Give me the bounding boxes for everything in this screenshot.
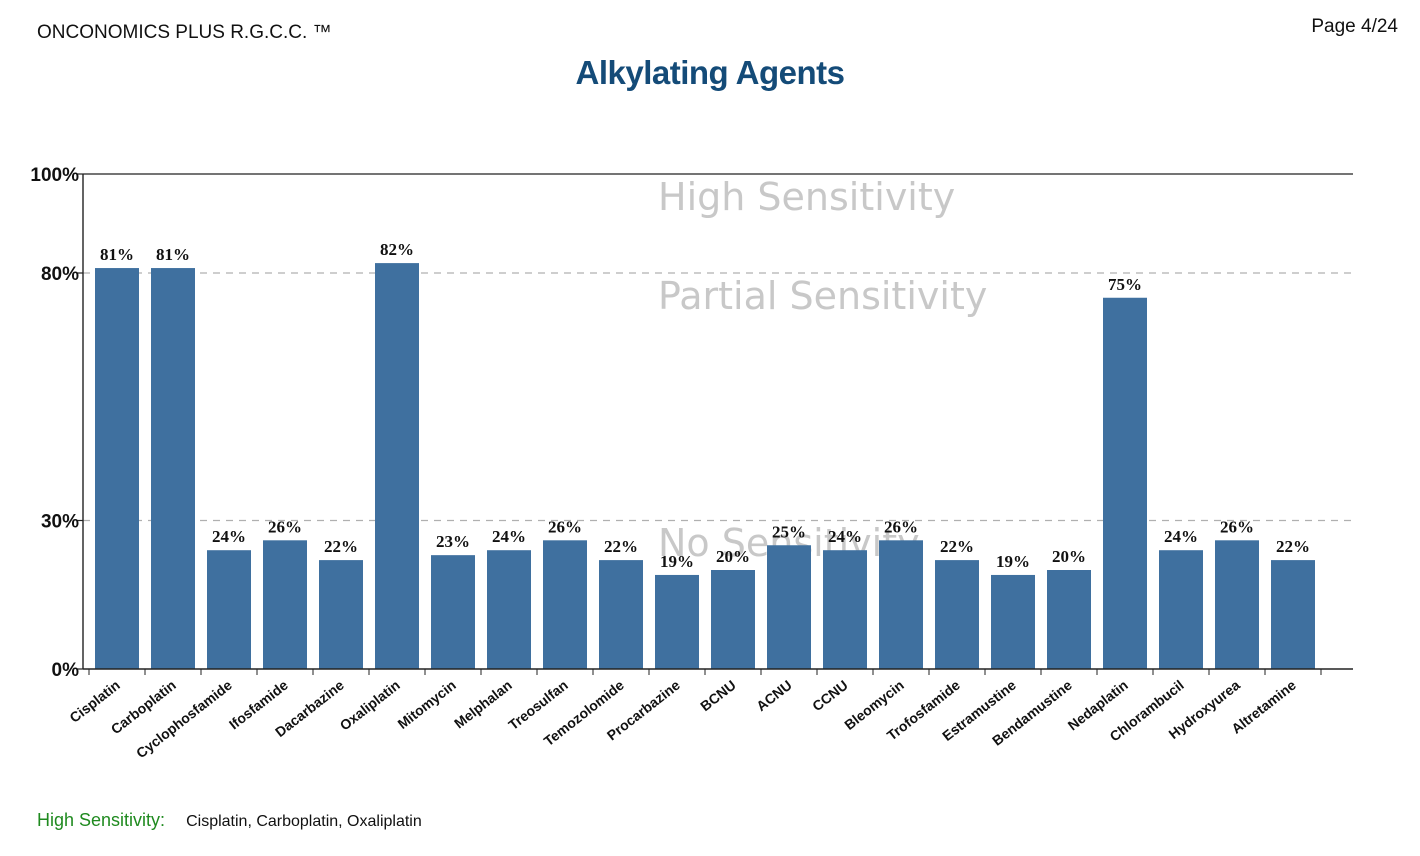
bar-value-label: 81% xyxy=(100,245,134,264)
y-tick-label: 30% xyxy=(41,512,79,533)
bar-value-label: 23% xyxy=(436,532,470,551)
bar-value-label: 22% xyxy=(324,537,358,556)
bar-ccnu xyxy=(823,550,867,669)
bar-value-label: 24% xyxy=(212,527,246,546)
bar-value-label: 24% xyxy=(492,527,526,546)
bar-value-label: 26% xyxy=(1220,517,1254,536)
x-category-label: CCNU xyxy=(809,677,851,715)
bar-value-label: 19% xyxy=(996,552,1030,571)
bar-dacarbazine xyxy=(319,560,363,669)
bar-treosulfan xyxy=(543,540,587,669)
x-category-label: ACNU xyxy=(753,677,795,715)
bar-oxaliplatin xyxy=(375,263,419,669)
y-tick-label: 0% xyxy=(52,660,80,681)
high-sensitivity-drugs: Cisplatin, Carboplatin, Oxaliplatin xyxy=(186,813,422,830)
zone-label: Partial Sensitivity xyxy=(658,274,987,318)
bar-trofosfamide xyxy=(935,560,979,669)
bar-value-label: 26% xyxy=(548,517,582,536)
x-category-label: Melphalan xyxy=(451,677,515,732)
bar-value-label: 20% xyxy=(716,547,750,566)
bar-chlorambucil xyxy=(1159,550,1203,669)
bar-value-label: 26% xyxy=(268,517,302,536)
bar-estramustine xyxy=(991,574,1035,669)
brand-label: ONCONOMICS PLUS R.G.C.C. ™ xyxy=(37,22,332,43)
x-category-label: Cyclophosfamide xyxy=(133,677,235,762)
bar-bcnu xyxy=(711,570,755,669)
bar-value-label: 24% xyxy=(828,527,862,546)
bar-value-label: 82% xyxy=(380,240,414,259)
bar-bendamustine xyxy=(1047,570,1091,669)
bar-value-label: 81% xyxy=(156,245,190,264)
bar-value-label: 25% xyxy=(772,522,806,541)
bar-bleomycin xyxy=(879,540,923,669)
x-category-label: Mitomycin xyxy=(394,677,458,732)
bar-carboplatin xyxy=(151,268,195,669)
bar-temozolomide xyxy=(599,560,643,669)
footer-summary: High Sensitivity: Cisplatin, Carboplatin… xyxy=(37,810,422,831)
bar-value-label: 22% xyxy=(1276,537,1310,556)
bar-value-label: 24% xyxy=(1164,527,1198,546)
bar-ifosfamide xyxy=(263,540,307,669)
bar-melphalan xyxy=(487,550,531,669)
bar-hydroxyurea xyxy=(1215,540,1259,669)
x-category-label: Oxaliplatin xyxy=(337,677,403,734)
bar-altretamine xyxy=(1271,560,1315,669)
page-title: Alkylating Agents xyxy=(575,54,846,91)
y-tick-label: 100% xyxy=(30,165,79,186)
bar-value-label: 75% xyxy=(1108,275,1142,294)
bar-value-label: 22% xyxy=(604,537,638,556)
bar-value-label: 26% xyxy=(884,517,918,536)
bar-value-label: 20% xyxy=(1052,547,1086,566)
zone-label: High Sensitivity xyxy=(658,175,955,219)
bar-value-label: 19% xyxy=(660,552,694,571)
bar-procarbazine xyxy=(655,574,699,669)
bar-acnu xyxy=(767,545,811,669)
x-category-label: BCNU xyxy=(697,677,739,715)
bar-nedaplatin xyxy=(1103,297,1147,669)
bar-cyclophosfamide xyxy=(207,550,251,669)
bar-mitomycin xyxy=(431,555,475,669)
bar-value-label: 22% xyxy=(940,537,974,556)
y-tick-label: 80% xyxy=(41,264,79,285)
page-number: Page 4/24 xyxy=(1311,16,1398,37)
bar-cisplatin xyxy=(95,268,139,669)
high-sensitivity-label: High Sensitivity: xyxy=(37,810,166,830)
